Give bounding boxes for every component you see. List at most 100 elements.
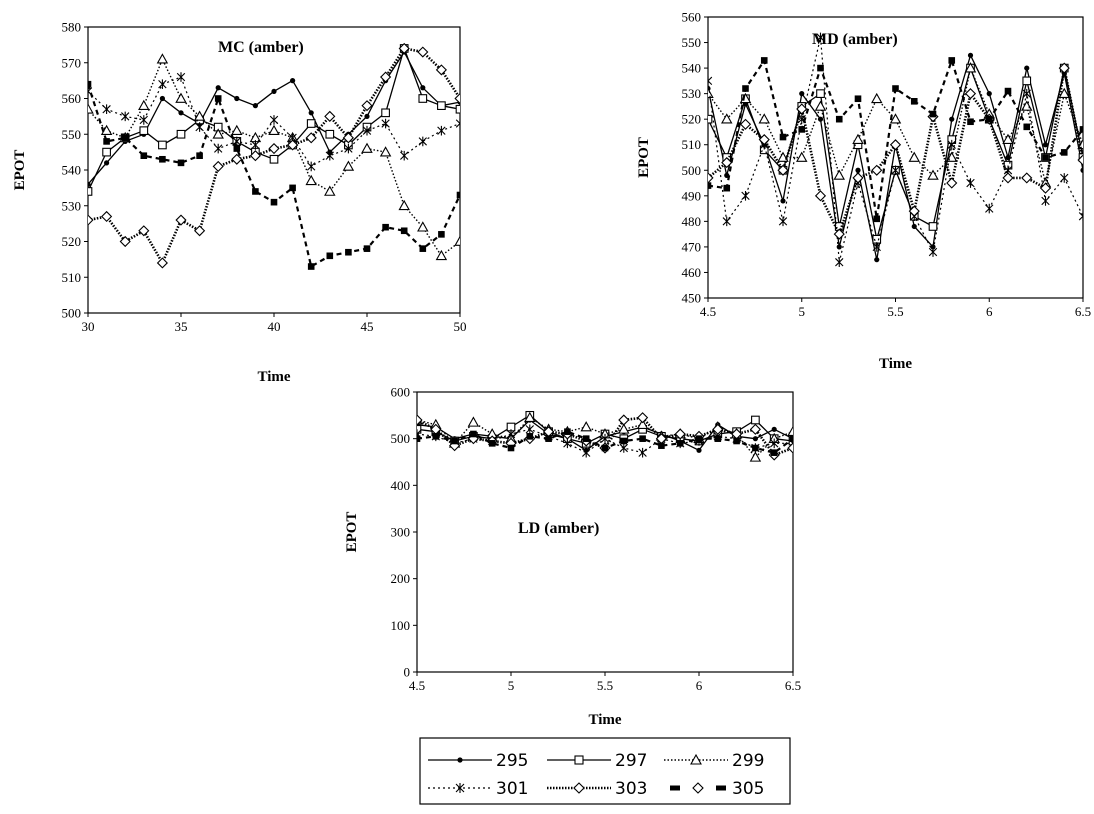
data-point-297 — [325, 129, 335, 139]
data-point-305 — [526, 433, 534, 440]
data-point-305 — [564, 428, 571, 435]
data-point-305 — [789, 435, 793, 442]
data-point-303 — [194, 225, 206, 237]
series-299 — [88, 53, 460, 261]
x-tick-label: 6.5 — [1075, 304, 1091, 319]
data-point-299 — [193, 110, 206, 121]
data-point-305 — [948, 57, 956, 64]
legend-marker — [457, 757, 463, 763]
legend-item-297: 297 — [547, 751, 647, 771]
data-point-301 — [778, 216, 788, 227]
legend-marker — [574, 755, 584, 765]
data-point-305 — [1004, 87, 1012, 95]
data-point-301 — [325, 150, 334, 161]
data-point-303 — [1002, 172, 1014, 184]
data-point-303 — [88, 214, 94, 226]
y-tick-label: 550 — [62, 127, 82, 142]
y-axis-label: EPOT — [636, 137, 652, 178]
data-point-301 — [102, 104, 111, 115]
data-point-299 — [361, 142, 373, 153]
data-point-305 — [103, 138, 110, 145]
data-point-299 — [398, 199, 410, 211]
data-point-305 — [507, 444, 515, 452]
data-point-305 — [854, 95, 862, 103]
data-point-295 — [771, 426, 777, 432]
series-line-303 — [708, 66, 1083, 236]
data-point-303 — [1039, 182, 1052, 194]
data-point-303 — [739, 118, 752, 130]
data-point-297 — [1022, 76, 1032, 86]
y-tick-label: 100 — [391, 618, 411, 633]
x-tick-label: 45 — [361, 319, 374, 334]
data-point-295 — [215, 85, 221, 91]
legend-marker — [692, 782, 704, 794]
data-point-305 — [733, 437, 740, 445]
data-point-297 — [269, 154, 279, 164]
data-point-295 — [752, 436, 759, 442]
series-line-299 — [88, 58, 460, 257]
data-point-305 — [910, 98, 918, 105]
data-point-303 — [814, 190, 827, 202]
data-point-297 — [816, 89, 825, 98]
data-point-299 — [758, 113, 770, 124]
data-point-295 — [420, 85, 426, 91]
data-point-299 — [342, 160, 355, 171]
data-point-303 — [871, 164, 883, 176]
data-point-305 — [760, 57, 768, 64]
y-tick-label: 560 — [682, 10, 702, 25]
data-point-305 — [307, 263, 315, 270]
data-point-297 — [928, 222, 938, 231]
data-point-303 — [249, 150, 261, 162]
data-point-303 — [889, 139, 902, 151]
data-point-305 — [159, 155, 166, 163]
data-point-299 — [454, 235, 460, 246]
y-tick-label: 510 — [62, 270, 82, 285]
legend-label: 305 — [732, 779, 764, 799]
y-tick-label: 470 — [682, 239, 702, 254]
data-point-299 — [268, 124, 280, 136]
data-point-301 — [381, 118, 390, 129]
data-point-301 — [214, 143, 223, 154]
data-point-297 — [418, 94, 428, 103]
data-point-295 — [930, 244, 936, 250]
data-point-303 — [417, 46, 429, 58]
data-point-305 — [214, 95, 222, 102]
data-point-297 — [708, 114, 713, 124]
data-point-301 — [139, 115, 148, 125]
data-point-301 — [741, 191, 750, 201]
data-point-299 — [435, 249, 448, 261]
data-point-301 — [835, 257, 844, 268]
data-point-299 — [305, 174, 317, 186]
data-point-299 — [175, 92, 187, 103]
data-point-303 — [964, 88, 977, 100]
data-point-301 — [872, 242, 881, 252]
data-point-295 — [855, 167, 861, 173]
legend-marker — [690, 753, 702, 765]
data-point-297 — [306, 119, 316, 128]
data-point-301 — [891, 165, 900, 176]
x-axis-label: Time — [588, 712, 621, 728]
y-tick-label: 500 — [682, 163, 702, 178]
series-line-301 — [708, 36, 1083, 263]
data-point-299 — [379, 146, 392, 157]
x-tick-label: 5.5 — [887, 304, 903, 319]
series-305 — [417, 428, 793, 456]
y-tick-label: 520 — [62, 234, 82, 249]
data-point-305 — [779, 133, 787, 141]
y-tick-label: 480 — [682, 214, 702, 229]
data-point-305 — [289, 184, 296, 192]
data-point-305 — [417, 435, 421, 442]
data-point-305 — [929, 110, 937, 118]
y-tick-label: 540 — [62, 163, 82, 178]
data-point-303 — [156, 257, 168, 269]
legend-label: 299 — [732, 751, 764, 771]
x-tick-label: 5.5 — [597, 678, 613, 693]
legend-item-303: 303 — [547, 779, 647, 799]
data-point-295 — [252, 103, 258, 109]
data-point-297 — [176, 129, 186, 139]
data-point-301 — [1078, 211, 1083, 222]
chart-panel-1: 500 510 520 530 540 550 560 570 580 30 35 40 45 50 MC … — [12, 20, 467, 386]
data-point-303 — [833, 228, 845, 240]
data-point-303 — [305, 132, 317, 144]
data-point-305 — [488, 440, 496, 447]
